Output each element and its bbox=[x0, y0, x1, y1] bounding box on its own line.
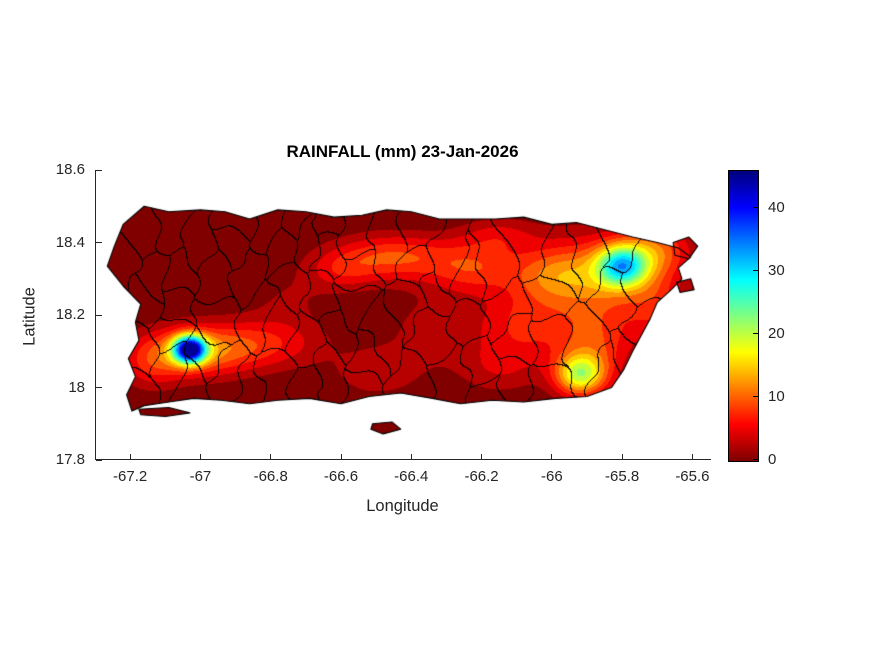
y-axis-spine bbox=[95, 170, 96, 460]
x-axis-spine bbox=[95, 459, 711, 460]
x-tick-label: -66 bbox=[541, 468, 563, 485]
x-tick-mark bbox=[481, 454, 483, 460]
y-tick-mark bbox=[96, 459, 102, 461]
x-tick-label: -65.8 bbox=[605, 468, 640, 485]
x-tick-label: -65.6 bbox=[675, 468, 710, 485]
y-tick-mark bbox=[96, 387, 102, 388]
colorbar-tick-mark bbox=[753, 459, 758, 460]
x-tick-mark bbox=[129, 454, 131, 460]
x-tick-mark bbox=[199, 454, 201, 460]
x-tick-mark bbox=[551, 454, 553, 460]
colorbar-tick-mark bbox=[753, 269, 758, 271]
x-tick-mark bbox=[270, 454, 272, 460]
colorbar-tick-mark bbox=[753, 206, 758, 208]
y-tick-label: 18.2 bbox=[55, 306, 85, 323]
colorbar-tick-mark bbox=[753, 332, 758, 334]
y-tick-mark bbox=[96, 314, 102, 316]
y-tick-label: 17.8 bbox=[55, 451, 85, 468]
colorbar-tick-label: 0 bbox=[768, 451, 777, 468]
rainfall-contour-map bbox=[95, 170, 710, 460]
x-axis-label: Longitude bbox=[366, 497, 439, 515]
colorbar-tick-label: 10 bbox=[768, 387, 785, 405]
y-tick-label: 18.6 bbox=[55, 161, 85, 178]
y-tick-label: 18.4 bbox=[55, 233, 85, 251]
y-tick-label: 18 bbox=[68, 378, 85, 396]
x-tick-label: -66.2 bbox=[464, 468, 499, 485]
y-tick-mark bbox=[96, 169, 102, 171]
figure-title: RAINFALL (mm) 23-Jan-2026 bbox=[286, 142, 519, 161]
x-tick-label: -66.6 bbox=[323, 468, 359, 485]
colorbar bbox=[728, 170, 759, 462]
colorbar-tick-label: 40 bbox=[768, 198, 785, 216]
x-tick-mark bbox=[410, 454, 412, 460]
x-tick-mark bbox=[340, 454, 342, 460]
colorbar-tick-label: 30 bbox=[768, 261, 785, 279]
x-tick-label: -67 bbox=[189, 468, 212, 485]
x-tick-mark bbox=[621, 454, 623, 460]
colorbar-tick-mark bbox=[753, 395, 758, 397]
x-tick-label: -66.8 bbox=[253, 468, 288, 485]
x-tick-label: -67.2 bbox=[113, 468, 148, 485]
x-tick-mark bbox=[691, 454, 693, 460]
x-tick-label: -66.4 bbox=[394, 468, 429, 485]
y-tick-mark bbox=[96, 242, 102, 243]
colorbar-tick-label: 20 bbox=[768, 324, 785, 342]
